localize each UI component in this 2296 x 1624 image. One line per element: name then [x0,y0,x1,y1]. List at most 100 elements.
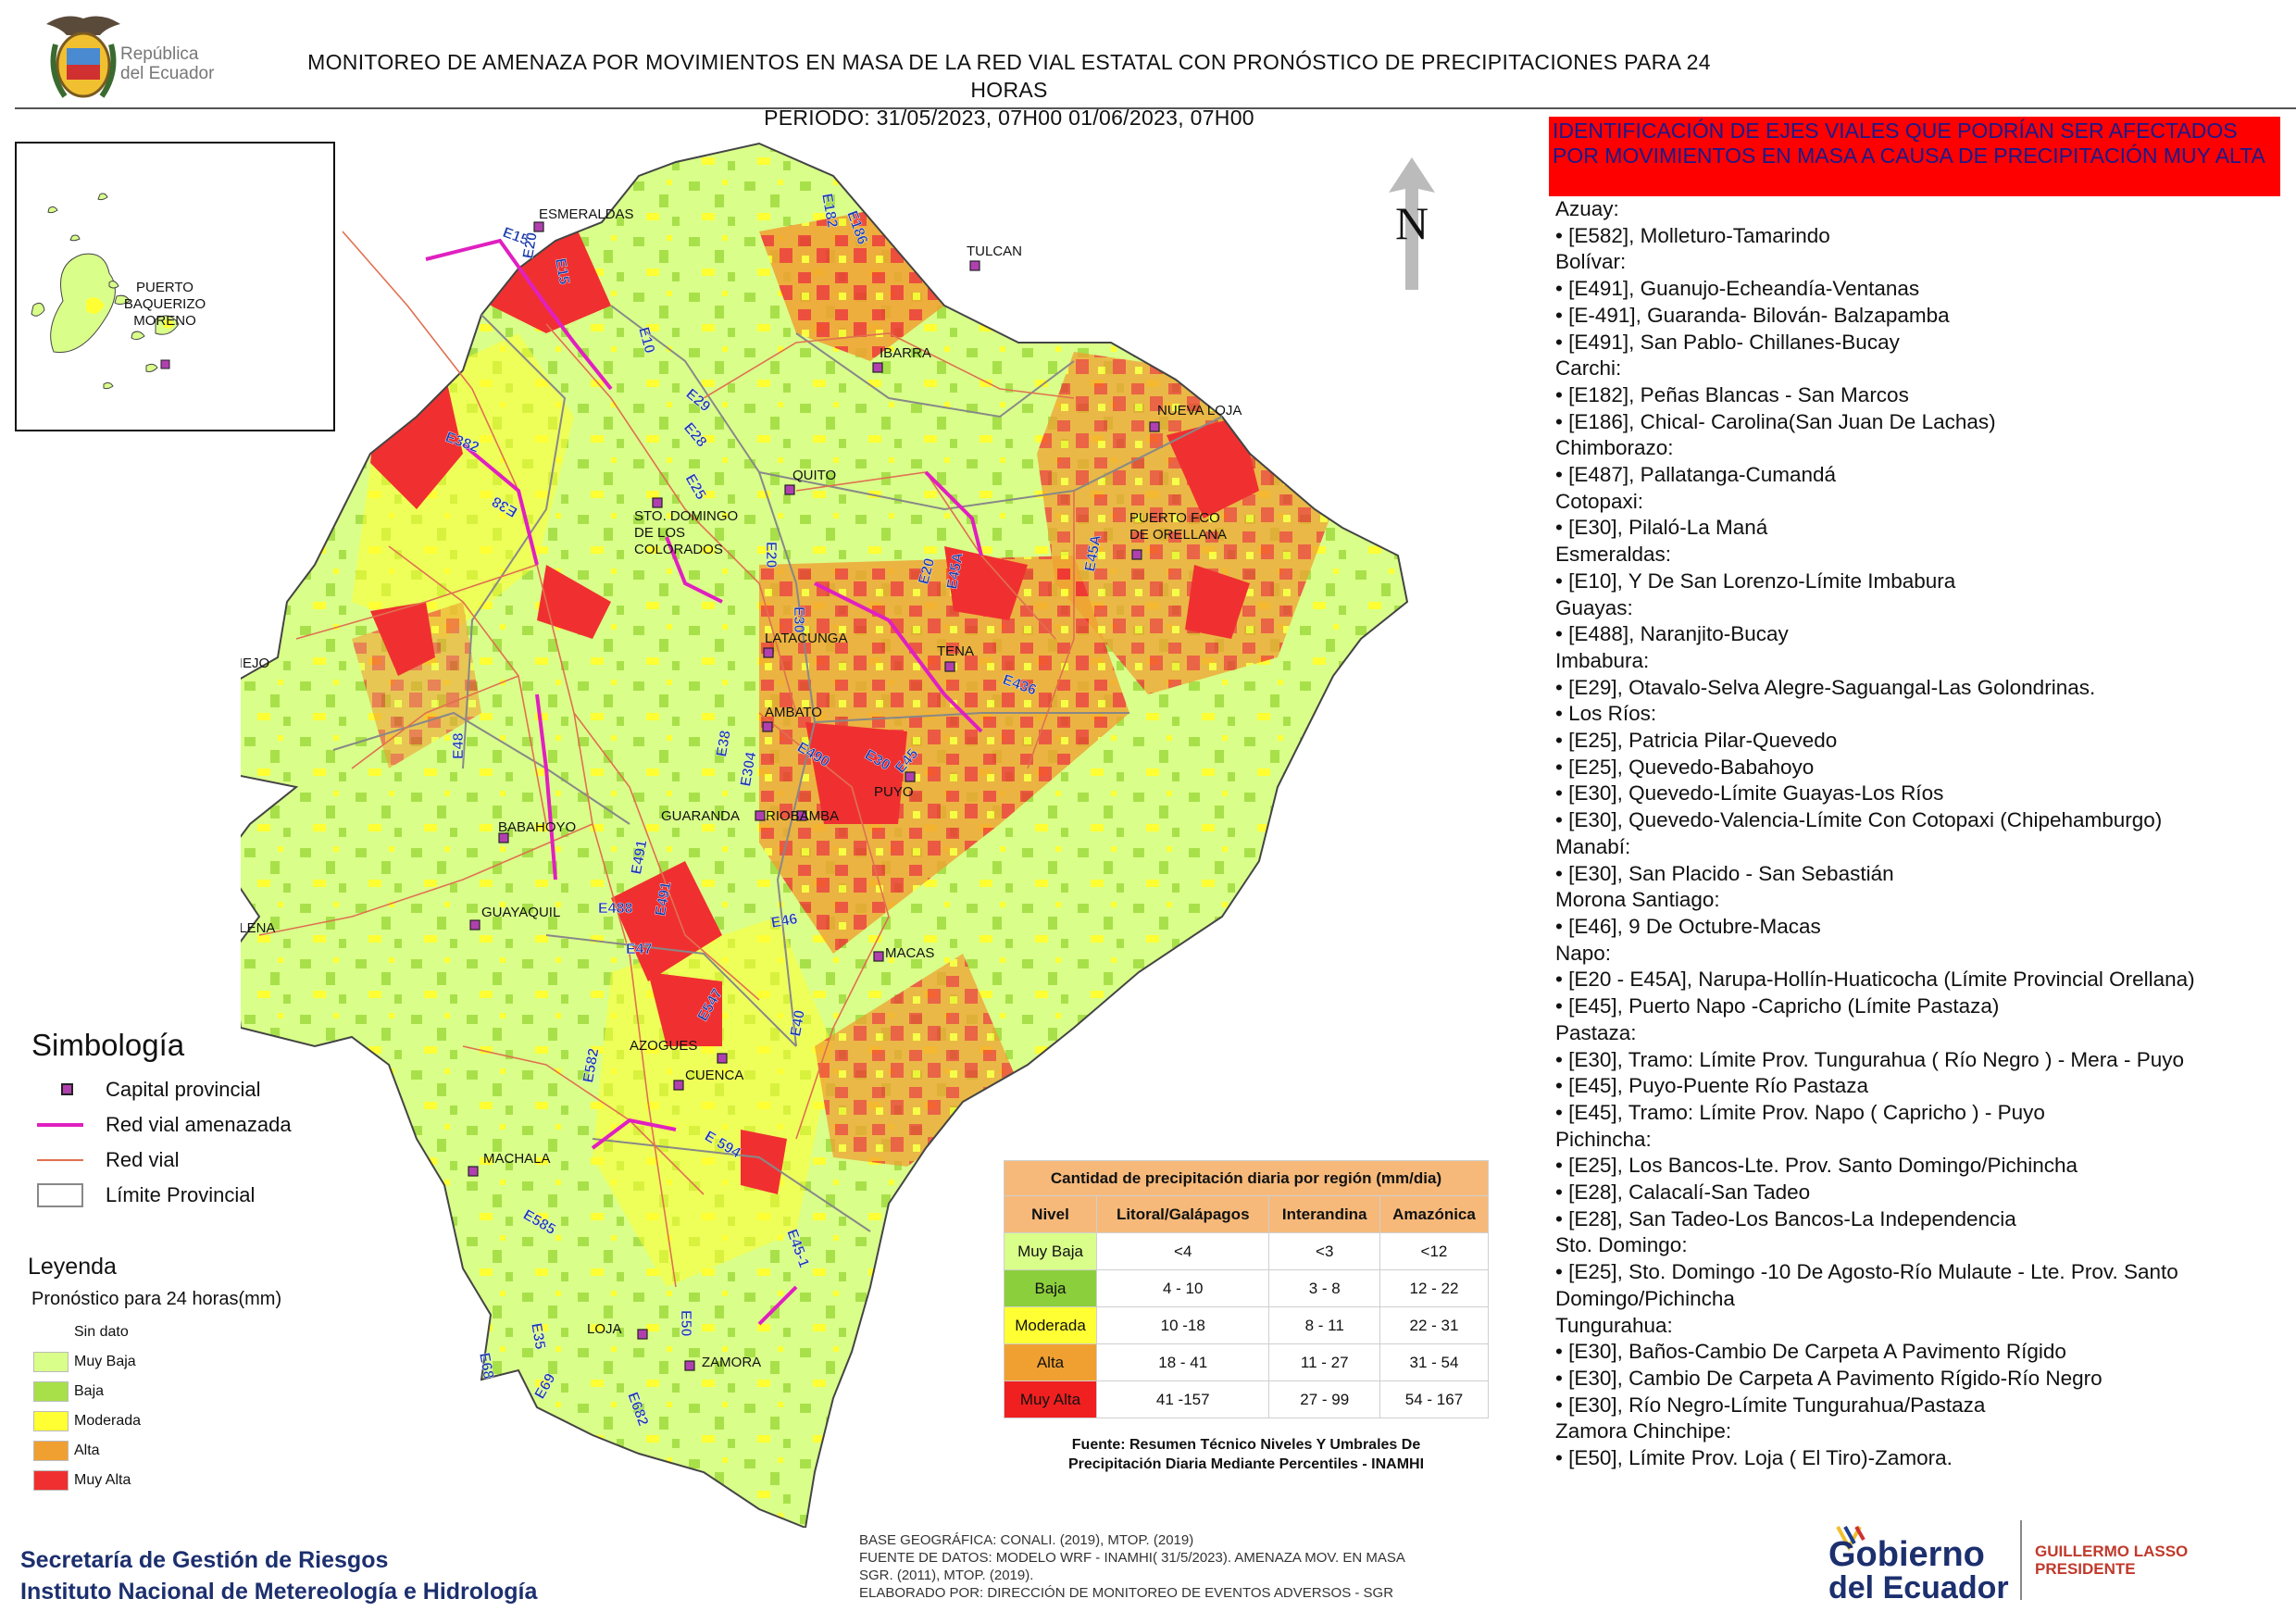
alert-title: IDENTIFICACIÓN DE EJES VIALES QUE PODRÍA… [1549,117,2280,196]
list-item: Bolívar: [1555,250,1627,274]
list-item: • [E25], Patricia Pilar-Quevedo [1555,729,1838,753]
city-label: TULCAN [967,244,1022,259]
city-label: QUITO [792,468,836,483]
city-label: GUARANDA [661,808,740,824]
list-item: • [E28], Calacalí-San Tadeo [1555,1181,1811,1205]
legend-level: Baja [33,1381,104,1402]
legend-threatened-road: Red vial amenazada [37,1111,292,1139]
forecast-title: Pronóstico para 24 horas(mm) [31,1289,282,1309]
city-label: DE LOS [634,525,685,541]
provincial-limits [332,305,1223,1232]
list-item: • [E30], Tramo: Límite Prov. Tungurahua … [1555,1047,2184,1071]
inset-label-line1: PUERTO [136,280,193,295]
inset-label-line2: BAQUERIZO [124,296,206,312]
country-border [202,142,1409,1530]
road-icon [37,1159,83,1161]
list-item: • [E28], San Tadeo-Los Bancos-La Indepen… [1555,1206,2016,1230]
table-row: Muy Baja <4 <3 <12 [1004,1232,1490,1270]
road-label: E38 [714,730,734,758]
road-label: E304 [738,751,759,788]
list-item: Napo: [1555,941,1612,965]
road-label: E582 [580,1047,602,1084]
list-item: Azuay: [1555,197,1619,220]
list-item: • Los Ríos: [1555,702,1657,726]
list-item: Chimborazo: [1555,436,1674,460]
list-item: • [E45], Puyo-Puente Río Pastaza [1555,1074,1869,1098]
list-item: • [E20 - E45A], Narupa-Hollín-Huaticocha… [1555,968,2195,992]
footer-organizations: Secretaría de Gestión de Riesgos Institu… [20,1547,538,1605]
logo-text-line1: República [120,44,199,64]
city-label: GUAYAQUIL [481,905,560,920]
list-item: • [E25], Los Bancos-Lte. Prov. Santo Dom… [1555,1154,2078,1178]
city-labels: ESMERALDAS TULCAN IBARRA NUEVA LOJA QUIT… [181,206,1242,1370]
road-label: E182 [818,193,840,230]
city-label: MACAS [885,945,934,961]
city-label: AMBATO [765,705,822,720]
list-item: • [E50], Límite Prov. Loja ( El Tiro)-Za… [1555,1446,1953,1470]
legend-level: Muy Alta [33,1470,131,1491]
precipitation-threshold-table: Cantidad de precipitación diaria por reg… [1004,1160,1490,1418]
coat-of-arms-icon [46,16,120,98]
city-label: PUERTO FCO [1129,510,1220,526]
list-item: Cotopaxi: [1555,489,1644,513]
list-item: • [E30], Baños-Cambio De Carpeta A Pavim… [1555,1340,2066,1364]
inset-label-line3: MORENO [133,313,196,329]
road-label: E46 [770,911,799,931]
road-label: E20 [763,542,779,568]
president-label: GUILLERMO LASSO PRESIDENTE [2035,1543,2189,1578]
list-item: • [E46], 9 De Octubre-Macas [1555,914,1821,938]
list-item: • [E25], Quevedo-Babahoyo [1555,755,1815,779]
table-row: Baja 4 - 10 3 - 8 12 - 22 [1004,1269,1490,1307]
list-item: • [E186], Chical- Carolina(San Juan De L… [1555,409,1996,433]
north-arrow-icon: N [1379,156,1444,294]
list-item: • [E30], Cambio De Carpeta A Pavimento R… [1555,1366,2103,1390]
logo-text-line2: del Ecuador [120,64,215,83]
title-period: PERIODO: 31/05/2023, 07H00 01/06/2023, 0… [764,106,1254,130]
city-label: RIOBAMBA [766,808,839,824]
ecuador-map: ESMERALDAS TULCAN IBARRA NUEVA LOJA QUIT… [161,120,1537,1530]
road-label: E40 [788,1009,808,1038]
republica-ecuador-logo: República del Ecuador [28,7,241,100]
list-item: Manabí: [1555,834,1631,858]
city-label: IBARRA [880,345,931,361]
table-source: Fuente: Resumen Técnico Niveles Y Umbral… [1067,1437,1425,1472]
list-item: Tungurahua: [1555,1313,1673,1337]
road-label: E68 [476,1352,496,1380]
table-header: Nivel [1004,1195,1097,1233]
galapagos-inset: PUERTO BAQUERIZO MORENO [15,142,335,431]
map-canvas: ESMERALDAS TULCAN IBARRA NUEVA LOJA QUIT… [161,142,1409,1530]
list-item: • [E45], Puerto Napo -Capricho (Límite P… [1555,994,2000,1018]
list-item: • [E487], Pallatanga-Cumandá [1555,463,1837,487]
city-label: CUENCA [685,1068,743,1083]
list-item: • [E29], Otavalo-Selva Alegre-Saguangal-… [1555,675,2096,699]
tricolor-mark-icon [1836,1526,1866,1551]
map-title: MONITOREO DE AMENAZA POR MOVIMIENTOS EN … [278,48,1741,131]
list-item: • [E45], Tramo: Límite Prov. Napo ( Capr… [1555,1100,2045,1124]
city-label: TENA [937,643,974,659]
city-label: STO. DOMINGO [634,508,738,524]
table-header: Litoral/Galápagos [1095,1195,1270,1233]
city-label: ESMERALDAS [539,206,634,222]
table-title: Cantidad de precipitación diaria por reg… [1004,1160,1489,1196]
road-label: E20 [520,231,541,260]
city-label: BABAHOYO [498,819,576,835]
list-item: • [E30], Quevedo-Valencia-Límite Con Cot… [1555,808,2163,832]
list-item: Morona Santiago: [1555,888,1720,912]
legend-level: Alta [33,1441,100,1461]
gobierno-ecuador-logo: Gobierno del Ecuador [1819,1512,2115,1605]
road-label: E48 [451,732,467,759]
road-label: E30 [791,606,806,633]
city-label: AZOGUES [630,1038,697,1054]
city-label: DE ORELLANA [1129,527,1227,543]
list-item: • [E182], Peñas Blancas - San Marcos [1555,382,1909,406]
threatened-road-icon [37,1123,83,1127]
road-label: E491 [653,881,674,918]
list-item: • [E-491], Guaranda- Bilován- Balzapamba [1555,303,1950,327]
city-label: PUYO [874,784,914,800]
list-item: • [E30], Pilaló-La Maná [1555,516,1768,540]
legend-level: Sin dato [74,1324,129,1340]
list-item: • [E582], Molleturo-Tamarindo [1555,223,1830,247]
logo-divider [2020,1520,2022,1600]
legend-province-limit: Límite Provincial [37,1181,255,1209]
table-header: Amazónica [1379,1195,1490,1233]
